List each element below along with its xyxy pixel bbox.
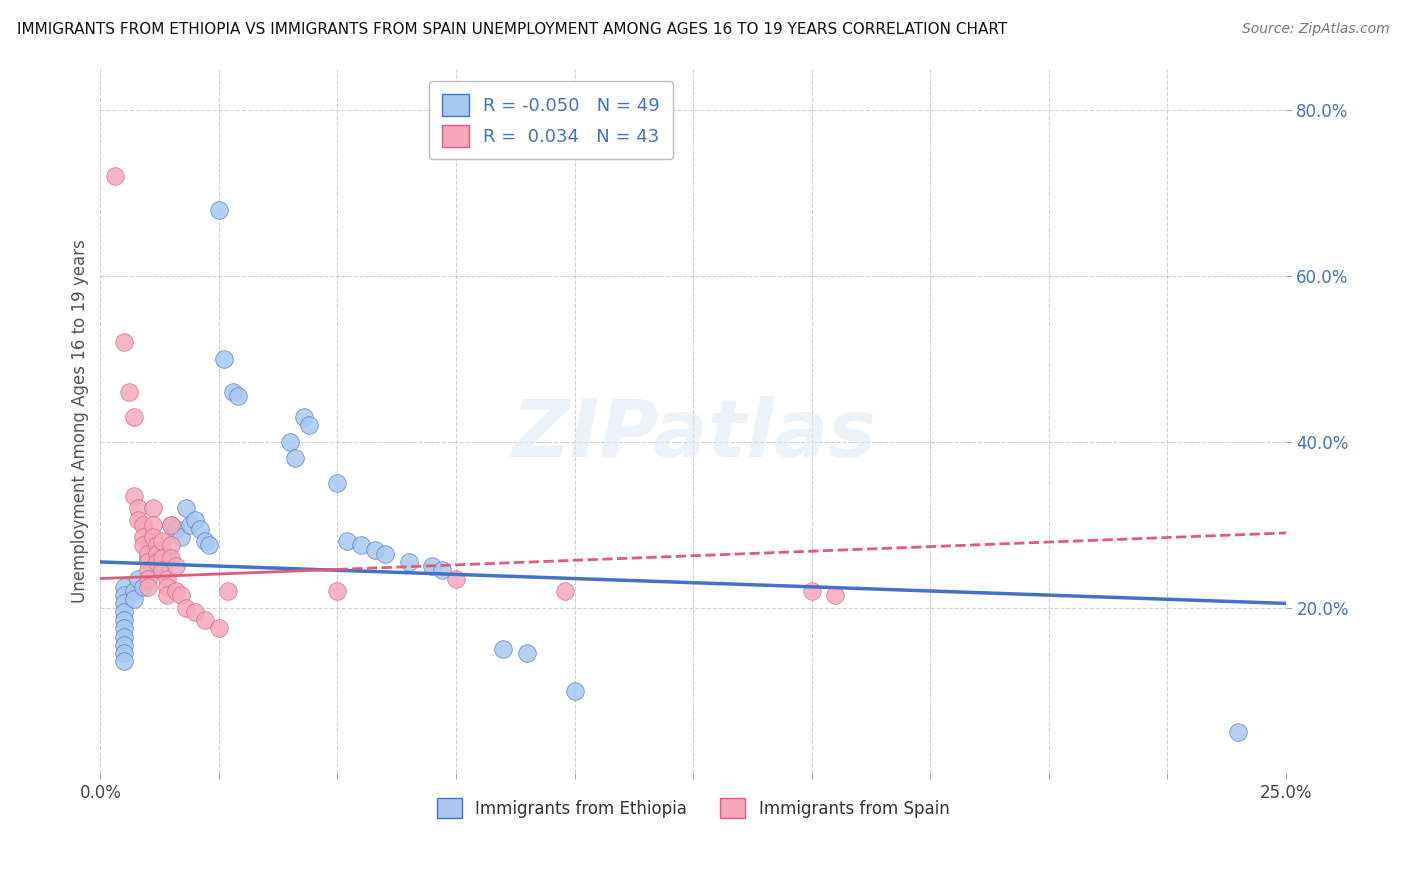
Point [160,550,183,565]
Point [103,169,125,184]
Point [364,542,387,557]
Point [112,580,135,594]
Y-axis label: Unemployment Among Ages 16 to 19 years: Unemployment Among Ages 16 to 19 years [72,239,89,603]
Point [184,514,207,528]
Point [222,384,245,399]
Point [136,550,159,565]
Text: IMMIGRANTS FROM ETHIOPIA VS IMMIGRANTS FROM SPAIN UNEMPLOYMENT AMONG AGES 16 TO : IMMIGRANTS FROM ETHIOPIA VS IMMIGRANTS F… [17,22,1007,37]
Legend: Immigrants from Ethiopia, Immigrants from Spain: Immigrants from Ethiopia, Immigrants fro… [430,791,956,825]
Point [217,584,239,599]
Point [150,550,173,565]
Point [146,555,169,569]
Point [444,572,467,586]
Point [132,517,155,532]
Point [226,389,249,403]
Point [150,534,173,549]
Point [136,563,159,577]
Point [165,522,187,536]
Point [156,580,179,594]
Point [208,621,231,635]
Point [430,563,453,577]
Point [127,514,149,528]
Point [188,522,211,536]
Point [122,409,145,424]
Point [326,476,349,491]
Point [122,584,145,599]
Point [1227,725,1250,739]
Point [184,605,207,619]
Point [112,335,135,350]
Text: Source: ZipAtlas.com: Source: ZipAtlas.com [1241,22,1389,37]
Point [112,605,135,619]
Point [165,584,187,599]
Point [156,550,179,565]
Point [112,613,135,627]
Point [212,351,235,366]
Point [136,555,159,569]
Point [326,584,349,599]
Point [160,538,183,552]
Point [160,517,183,532]
Point [132,580,155,594]
Point [170,588,193,602]
Point [824,588,846,602]
Point [208,202,231,217]
Point [136,572,159,586]
Point [141,563,163,577]
Point [336,534,359,549]
Point [374,547,396,561]
Point [198,538,221,552]
Point [170,530,193,544]
Point [132,538,155,552]
Point [194,534,217,549]
Point [141,517,163,532]
Text: ZIPatlas: ZIPatlas [510,396,876,474]
Point [179,517,201,532]
Point [141,501,163,516]
Point [150,563,173,577]
Point [127,501,149,516]
Point [136,534,159,549]
Point [150,542,173,557]
Point [174,501,197,516]
Point [112,596,135,610]
Point [132,530,155,544]
Point [564,683,586,698]
Point [112,630,135,644]
Point [112,655,135,669]
Point [136,580,159,594]
Point [122,489,145,503]
Point [278,434,301,449]
Point [146,538,169,552]
Point [350,538,373,552]
Point [146,547,169,561]
Point [165,559,187,574]
Point [141,530,163,544]
Point [122,592,145,607]
Point [174,600,197,615]
Point [156,588,179,602]
Point [420,559,443,574]
Point [492,642,515,657]
Point [112,621,135,635]
Point [136,547,159,561]
Point [292,409,315,424]
Point [284,451,307,466]
Point [800,584,823,599]
Point [118,384,141,399]
Point [516,646,538,660]
Point [112,588,135,602]
Point [156,572,179,586]
Point [112,646,135,660]
Point [112,638,135,652]
Point [298,418,321,433]
Point [146,555,169,569]
Point [160,517,183,532]
Point [554,584,576,599]
Point [127,572,149,586]
Point [398,555,420,569]
Point [194,613,217,627]
